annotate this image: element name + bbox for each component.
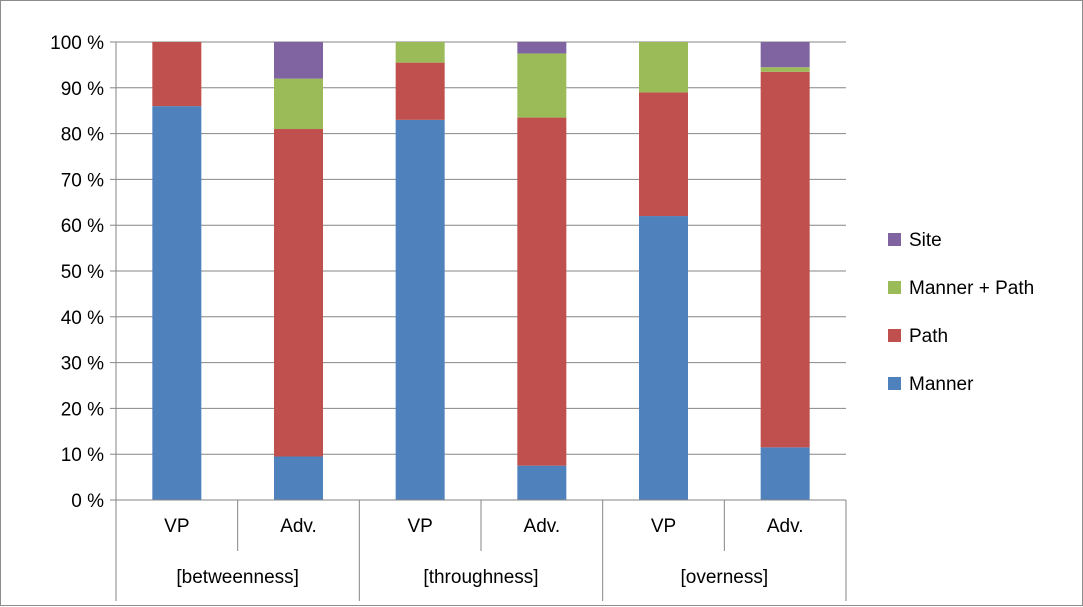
legend-label: Path bbox=[909, 326, 948, 347]
x-category-label: VP bbox=[651, 516, 676, 537]
bar-segment-site bbox=[274, 42, 323, 79]
x-category-label: Adv. bbox=[524, 516, 561, 537]
axes bbox=[115, 42, 847, 601]
y-tick-label: 90 % bbox=[61, 79, 104, 100]
x-axis-categories: VP Adv. VP Adv. VP Adv. [betweenness] [throughn… bbox=[164, 516, 803, 588]
bar-segment-site bbox=[517, 42, 567, 54]
legend-swatch bbox=[888, 233, 901, 246]
y-tick-label: 100 % bbox=[50, 33, 104, 54]
bar-segment-manner bbox=[639, 216, 688, 501]
bar-segment-path bbox=[639, 92, 688, 217]
y-tick-label: 70 % bbox=[61, 170, 104, 191]
bar-segment-manner-path bbox=[760, 67, 810, 72]
x-group-label: [overness] bbox=[681, 567, 769, 588]
bar-segment-manner-path bbox=[517, 53, 567, 118]
bar-segment-manner-path bbox=[274, 78, 323, 130]
y-axis-ticks: 0 % 10 % 20 % 30 % 40 % 50 % 60 % 70 % 80 % 90 % 1… bbox=[50, 33, 116, 512]
legend-swatch bbox=[888, 377, 901, 390]
y-tick-label: 30 % bbox=[61, 354, 104, 375]
y-tick-label: 80 % bbox=[61, 125, 104, 146]
bar-segment-site bbox=[760, 42, 810, 68]
legend-swatch bbox=[888, 281, 901, 294]
x-group-label: [throughness] bbox=[423, 567, 538, 588]
y-tick-label: 50 % bbox=[61, 262, 104, 283]
y-tick-label: 60 % bbox=[61, 216, 104, 237]
y-tick-label: 10 % bbox=[61, 445, 104, 466]
bar-segment-manner-path bbox=[395, 42, 445, 63]
bar-segment-manner bbox=[152, 106, 202, 501]
x-category-label: VP bbox=[164, 516, 189, 537]
y-tick-label: 20 % bbox=[61, 399, 104, 420]
legend-swatch bbox=[888, 329, 901, 342]
bar-segment-path bbox=[274, 129, 323, 457]
x-category-label: VP bbox=[407, 516, 432, 537]
legend-label: Manner bbox=[909, 374, 974, 395]
bar-segment-manner-path bbox=[639, 42, 688, 93]
bar-segment-path bbox=[152, 42, 202, 107]
y-tick-label: 0 % bbox=[71, 491, 104, 512]
legend-label: Manner + Path bbox=[909, 278, 1034, 299]
y-tick-label: 40 % bbox=[61, 308, 104, 329]
legend-label: Site bbox=[909, 230, 942, 251]
bar-segment-manner bbox=[760, 447, 810, 500]
bar-segment-manner bbox=[517, 465, 567, 500]
bars bbox=[152, 42, 810, 501]
x-group-label: [betweenness] bbox=[176, 567, 299, 588]
bar-segment-path bbox=[760, 71, 810, 448]
bar-segment-path bbox=[395, 62, 445, 120]
bar-segment-path bbox=[517, 117, 567, 466]
legend: Site Manner + Path Path Manner bbox=[888, 230, 1034, 395]
x-category-label: Adv. bbox=[767, 516, 804, 537]
x-category-label: Adv. bbox=[280, 516, 317, 537]
bar-segment-manner bbox=[274, 456, 323, 500]
gridlines bbox=[116, 41, 846, 455]
bar-segment-manner bbox=[395, 119, 445, 501]
